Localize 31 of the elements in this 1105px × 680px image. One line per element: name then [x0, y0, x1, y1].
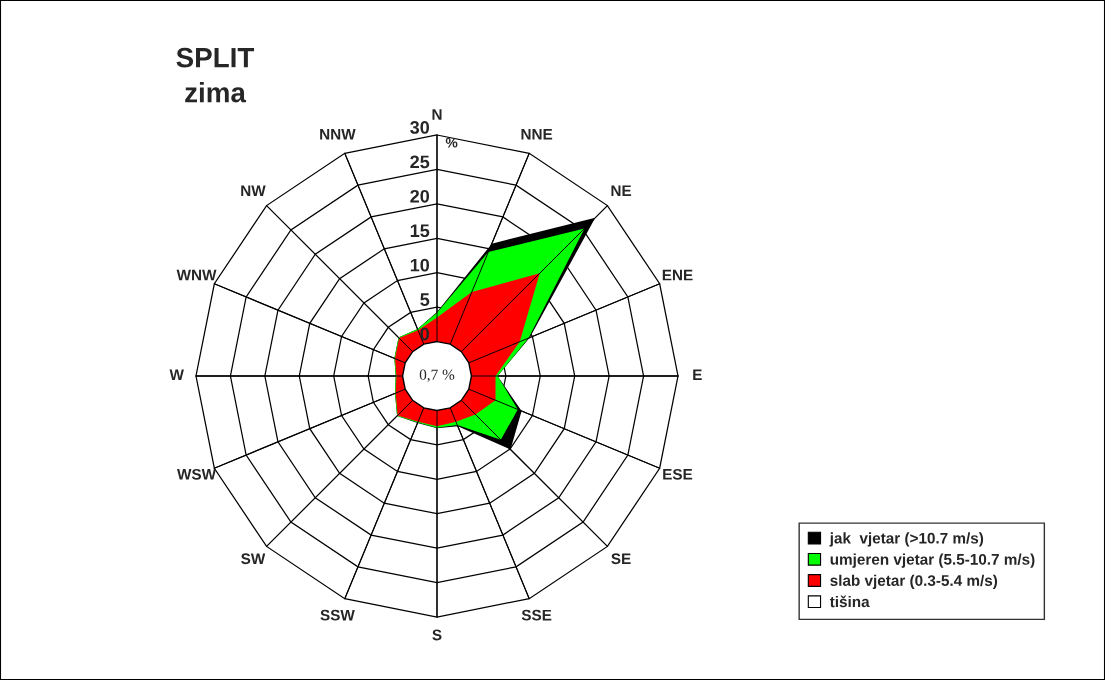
spoke-label: WSW — [177, 468, 217, 480]
y-tick-label: 25 — [410, 155, 430, 169]
spoke-label: WNW — [176, 269, 217, 281]
legend-label: umjeren vjetar (5.5-10.7 m/s) — [830, 553, 1035, 568]
spoke-label: ENE — [662, 269, 693, 281]
y-tick-label: 0 — [420, 327, 430, 341]
text: zima — [185, 82, 247, 103]
spoke-label: SSW — [320, 609, 355, 621]
legend-label: jak vjetar (>10.7 m/s) — [829, 532, 984, 547]
legend-label: tišina — [829, 595, 870, 608]
spoke-label: NNW — [320, 128, 356, 140]
text: 0,7 % — [419, 369, 455, 383]
spoke-label: ESE — [663, 468, 693, 480]
spoke-label: E — [693, 369, 702, 380]
y-tick-label: 10 — [410, 258, 430, 272]
legend-label: slab vjetar (0.3-5.4 m/s) — [830, 574, 998, 589]
spoke-label: SE — [611, 553, 631, 565]
y-tick-label: 30 — [410, 121, 430, 134]
spoke-label: NE — [611, 185, 632, 196]
y-tick-label: 15 — [410, 224, 430, 238]
y-tick-label: 5 — [420, 293, 430, 306]
text: % — [445, 137, 458, 148]
y-tick-label: 20 — [410, 189, 430, 203]
spoke-label: SSE — [521, 609, 552, 621]
spoke-label: S — [432, 629, 442, 641]
spoke-label: N — [432, 109, 442, 120]
spoke-label: NW — [241, 185, 266, 196]
spoke-label: NNE — [521, 128, 553, 140]
spoke-label: SW — [241, 553, 266, 565]
text: SPLIT — [176, 47, 255, 68]
spoke-label: W — [169, 369, 184, 380]
